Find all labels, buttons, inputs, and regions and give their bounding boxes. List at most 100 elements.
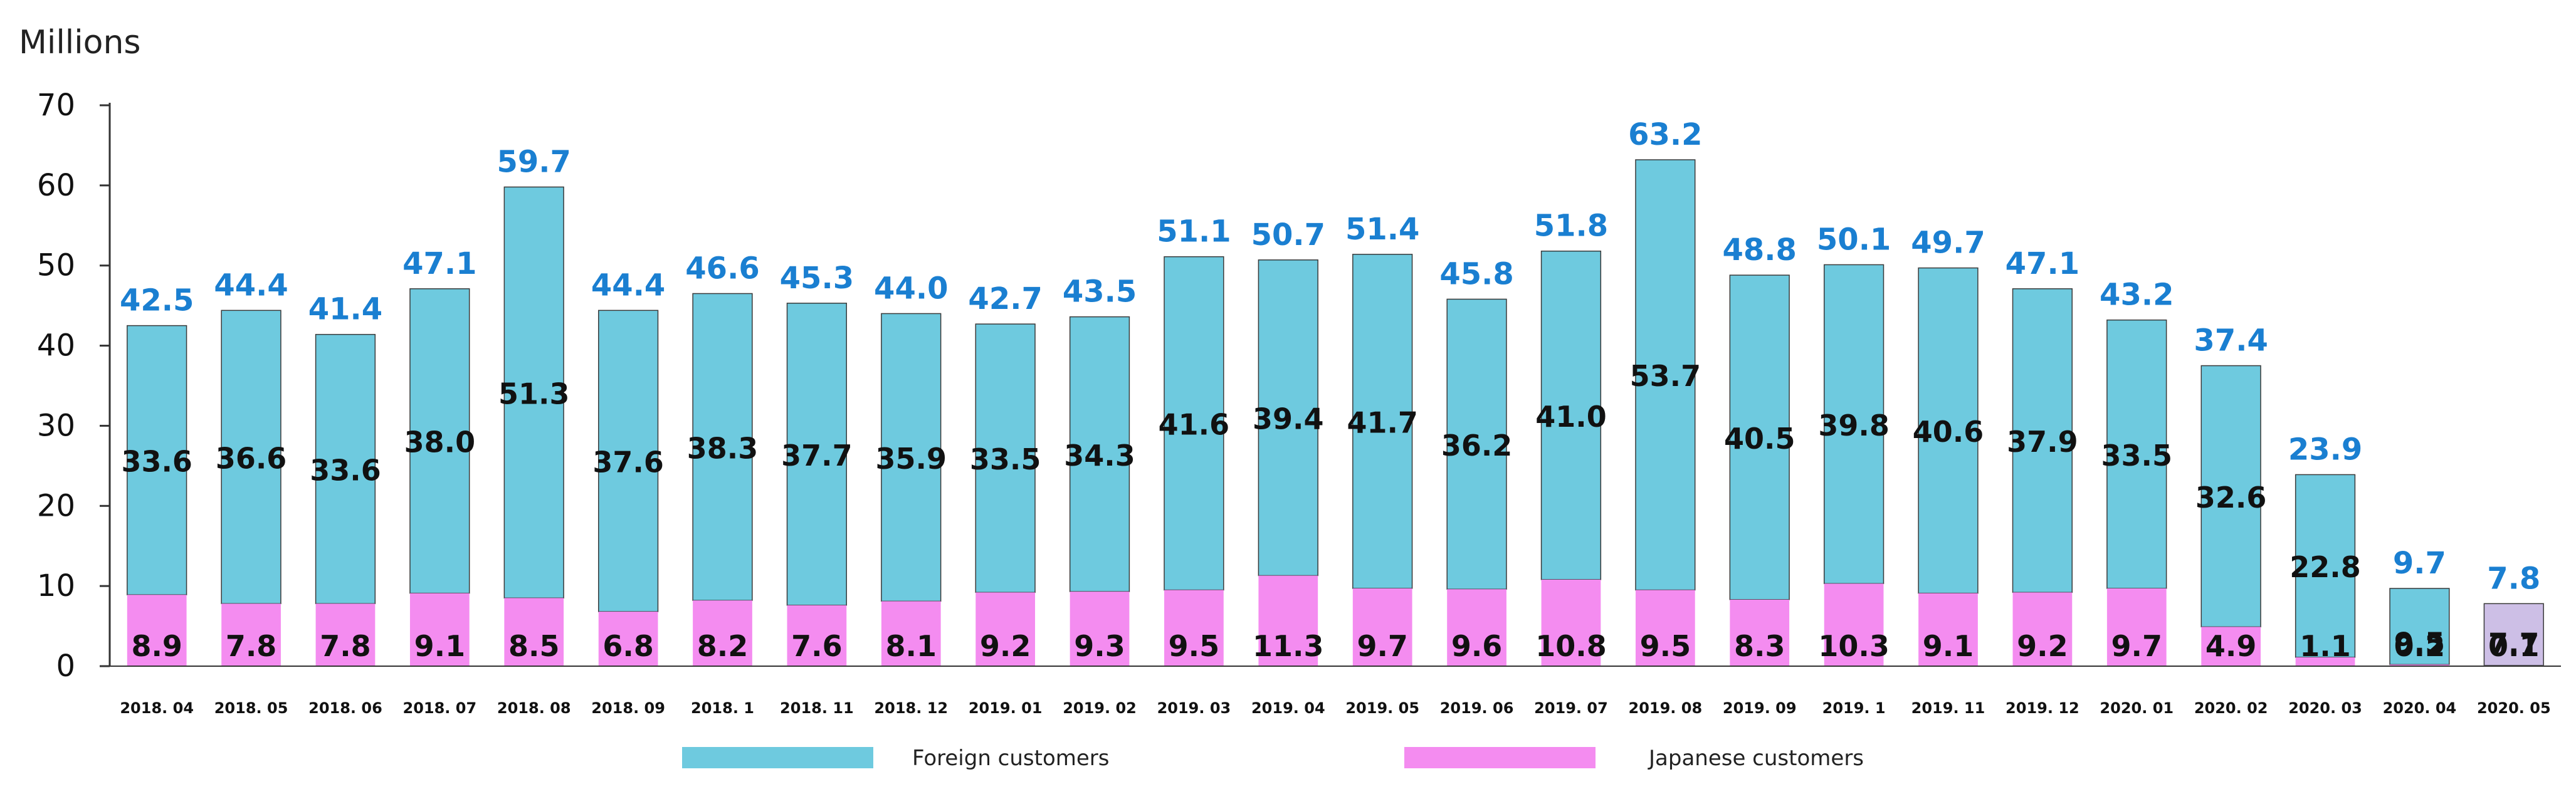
bar-foreign-customers: [975, 323, 1036, 593]
bar-japanese-customers: [2390, 664, 2449, 666]
y-tick-label: 0: [56, 649, 75, 684]
x-tick-label: 2019. 11: [1911, 699, 1985, 717]
x-tick-label: 2019. 06: [1440, 699, 1514, 717]
data-label-japanese: 7.8: [226, 629, 277, 663]
data-label-total: 50.7: [1251, 217, 1325, 253]
bar-foreign-customers: [1069, 316, 1130, 592]
y-tick-label: 50: [37, 248, 75, 283]
bar-foreign-customers: [1446, 298, 1507, 590]
legend-label: Japanese customers: [1648, 746, 1864, 771]
x-tick-label: 2019. 03: [1157, 699, 1231, 717]
bars-group: 33.6 8.9 42.5 36.6 7.8 44.4 33.6 7.8 41.4 38.0 9.1…: [120, 117, 2544, 666]
x-tick-label: 2018. 11: [780, 699, 854, 717]
data-label-japanese: 0.2: [2394, 629, 2446, 663]
bar-foreign-customers: [315, 333, 376, 605]
bar-japanese-customers: [1541, 579, 1601, 666]
data-label-total: 7.8: [2487, 561, 2540, 596]
data-label-total: 51.1: [1157, 214, 1231, 249]
y-tick-label: 60: [37, 168, 75, 203]
data-label-japanese: 8.3: [1734, 629, 1785, 663]
bar-japanese-customers: [2295, 657, 2355, 666]
data-label-total: 51.8: [1534, 209, 1608, 244]
data-label-japanese: 10.8: [1535, 629, 1607, 663]
x-tick-label: 2020. 01: [2100, 699, 2174, 717]
data-label-total: 45.8: [1439, 256, 1513, 291]
bar-japanese-customers: [1447, 589, 1506, 666]
data-label-japanese: 9.5: [1169, 629, 1220, 663]
data-label-foreign: 36.2: [1441, 429, 1513, 462]
y-tick-label: 20: [37, 488, 75, 523]
bar-foreign-customers: [786, 303, 848, 606]
data-label-foreign: 40.6: [1913, 415, 1984, 449]
y-axis: 0 10 20 30 40 50 60 70: [37, 88, 111, 684]
bar-foreign-customers: [1823, 264, 1885, 585]
data-label-foreign: 51.3: [498, 377, 570, 410]
legend-label: Foreign customers: [912, 746, 1110, 771]
bar-japanese-customers: [127, 595, 187, 666]
data-label-total: 43.5: [1063, 274, 1137, 310]
data-label-foreign: 7.7: [2488, 627, 2540, 661]
bar-foreign-customers: [2200, 365, 2261, 628]
data-label-total: 49.7: [1911, 226, 1985, 261]
data-label-foreign: 33.6: [121, 444, 192, 478]
x-tick-label: 2018. 05: [214, 699, 288, 717]
x-tick-label: 2019. 02: [1063, 699, 1137, 717]
bar-foreign-customers: [2483, 603, 2544, 666]
bar-foreign-customers: [2106, 319, 2167, 589]
data-label-foreign: 37.6: [592, 446, 664, 479]
data-label-foreign: 39.8: [1818, 409, 1890, 442]
y-tick-label: 40: [37, 328, 75, 363]
y-tick-label: 30: [37, 408, 75, 443]
x-tick-label: 2018. 08: [497, 699, 571, 717]
data-label-total: 63.2: [1628, 117, 1702, 152]
data-label-japanese: 9.2: [980, 629, 1031, 663]
data-label-japanese: 11.3: [1253, 629, 1324, 663]
bar-japanese-customers: [1635, 590, 1695, 666]
x-tick-label: 2018. 09: [591, 699, 665, 717]
data-label-foreign: 41.7: [1347, 405, 1418, 439]
data-label-total: 41.4: [308, 292, 382, 327]
legend-swatch: [1404, 747, 1596, 768]
bar-japanese-customers: [409, 593, 470, 666]
data-label-total: 44.4: [591, 268, 665, 303]
x-tick-label: 2019. 1: [1822, 699, 1886, 717]
data-label-foreign: 36.6: [216, 441, 287, 475]
bar-japanese-customers: [693, 600, 752, 666]
x-tick-label: 2018. 12: [874, 699, 948, 717]
data-label-foreign: 35.9: [876, 442, 947, 476]
bar-foreign-customers: [221, 310, 281, 605]
data-label-total: 47.1: [402, 246, 476, 281]
data-label-foreign: 33.5: [2101, 439, 2173, 473]
data-label-total: 44.0: [874, 271, 948, 306]
data-label-foreign: 33.5: [970, 442, 1041, 476]
bar-foreign-customers: [2012, 288, 2073, 593]
bar-japanese-customers: [1164, 590, 1224, 666]
bar-japanese-customers: [1824, 583, 1884, 666]
bar-japanese-customers: [1258, 575, 1318, 666]
data-label-total: 23.9: [2288, 432, 2362, 467]
data-label-japanese: 9.2: [2017, 629, 2068, 663]
data-label-foreign: 33.6: [310, 453, 381, 487]
data-label-total: 42.5: [120, 283, 194, 318]
data-label-foreign: 9.5: [2394, 626, 2446, 660]
data-label-total: 50.1: [1817, 222, 1891, 257]
data-label-japanese: 9.7: [1357, 629, 1408, 663]
data-label-total: 43.2: [2100, 278, 2174, 313]
data-label-foreign: 34.3: [1064, 439, 1135, 473]
data-label-japanese: 8.5: [508, 629, 560, 663]
data-label-foreign: 39.4: [1253, 402, 1324, 436]
bar-japanese-customers: [2106, 588, 2167, 666]
bar-japanese-customers: [2012, 592, 2073, 666]
y-tick-label: 10: [37, 568, 75, 603]
data-label-foreign: 37.9: [2007, 425, 2078, 459]
bar-japanese-customers: [787, 605, 847, 666]
bar-foreign-customers: [127, 325, 187, 595]
bar-japanese-customers: [1918, 593, 1978, 666]
x-tick-label: 2019. 01: [969, 699, 1043, 717]
x-axis: 2018. 04 2018. 05 2018. 06 2018. 07 2018. 08…: [110, 666, 2561, 717]
bar-foreign-customers: [1352, 254, 1413, 589]
bar-foreign-customers: [409, 288, 470, 594]
data-label-japanese: 0.1: [2488, 629, 2540, 663]
bar-japanese-customers: [2201, 627, 2261, 666]
